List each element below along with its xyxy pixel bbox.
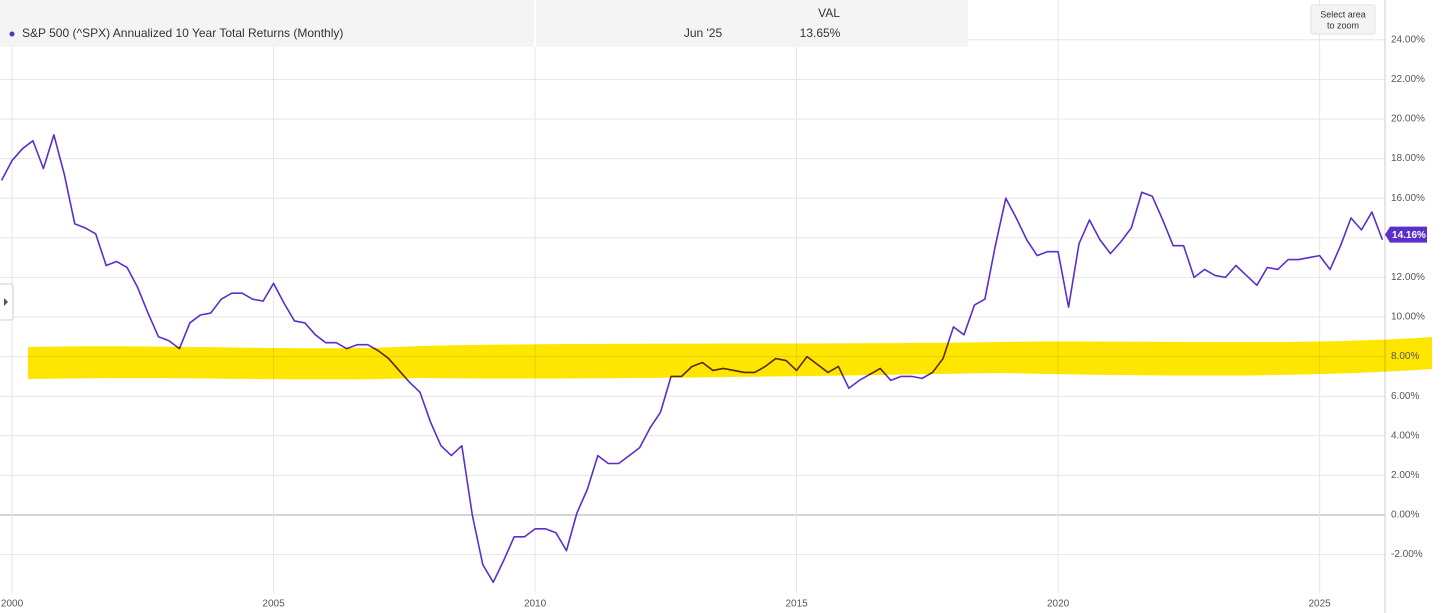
y-tick-label: 4.00% <box>1391 430 1419 441</box>
x-tick-label: 2005 <box>262 599 285 610</box>
legend-panel <box>0 0 968 47</box>
x-tick-label: 2015 <box>785 599 808 610</box>
y-tick-label: 12.00% <box>1391 272 1425 283</box>
y-tick-label: 22.00% <box>1391 74 1425 85</box>
x-tick-label: 2010 <box>524 599 547 610</box>
legend-entry: S&P 500 (^SPX) Annualized 10 Year Total … <box>22 26 343 40</box>
y-tick-label: 6.00% <box>1391 391 1419 402</box>
legend-marker <box>9 31 15 37</box>
y-tick-label: 10.00% <box>1391 312 1425 323</box>
x-tick-label: 2025 <box>1308 599 1331 610</box>
y-tick-label: 24.00% <box>1391 34 1425 45</box>
y-tick-label: -2.00% <box>1391 549 1423 560</box>
zoom-label: to zoom <box>1327 20 1359 30</box>
x-tick-label: 2020 <box>1047 599 1070 610</box>
highlighter-stroke <box>28 337 1432 380</box>
y-tick-label: 2.00% <box>1391 470 1419 481</box>
zoom-button[interactable] <box>1310 4 1376 35</box>
legend-date: Jun '25 <box>684 26 723 40</box>
last-value-badge <box>1385 226 1427 243</box>
x-tick-label: 2000 <box>1 599 24 610</box>
last-value-label: 14.16% <box>1392 230 1426 241</box>
y-tick-label: 20.00% <box>1391 114 1425 125</box>
y-tick-label: 8.00% <box>1391 351 1419 362</box>
zoom-label: Select area <box>1320 9 1366 19</box>
y-tick-label: 18.00% <box>1391 153 1425 164</box>
side-toggle-arrow <box>4 298 8 306</box>
y-tick-label: 0.00% <box>1391 510 1419 521</box>
legend-value: 13.65% <box>800 26 841 40</box>
y-tick-label: 16.00% <box>1391 193 1425 204</box>
legend-header: VAL <box>818 6 840 20</box>
